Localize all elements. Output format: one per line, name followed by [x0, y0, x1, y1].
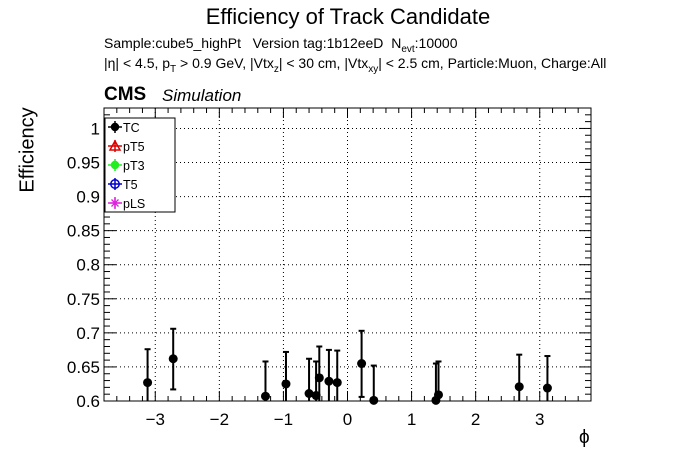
- data-point: [514, 353, 524, 401]
- x-tick-label: 0: [343, 410, 352, 429]
- data-point: [304, 357, 314, 401]
- x-tick-label: 3: [535, 410, 544, 429]
- data-point: [168, 327, 178, 391]
- y-tick-label: 0.9: [76, 188, 100, 207]
- data-point: [143, 348, 153, 401]
- y-tick-label: 1: [91, 119, 100, 138]
- axis-layer: −3 −2 −1 0 1 2 3 0.6 0.65 0.7 0.75 0.8 0.85 0.9 0.95 1: [67, 107, 592, 429]
- marker-circle: [168, 354, 178, 364]
- y-tick-label: 0.75: [67, 290, 100, 309]
- marker-circle: [433, 390, 443, 400]
- x-tick-label: −2: [210, 410, 229, 429]
- marker-circle: [314, 373, 324, 383]
- x-axis-label: ϕ: [579, 427, 590, 448]
- y-tick-label: 0.65: [67, 358, 100, 377]
- marker-circle: [281, 379, 291, 389]
- marker-circle: [304, 389, 314, 399]
- marker-circle: [542, 383, 552, 393]
- x-tick-label: 2: [471, 410, 480, 429]
- chart-title: Efficiency of Track Candidate: [205, 4, 491, 29]
- marker-circle: [369, 395, 379, 405]
- marker-circle: [260, 391, 270, 401]
- marker-circle: [357, 359, 367, 369]
- legend-marker-open-circle: [110, 179, 120, 189]
- data-layer: [143, 327, 552, 405]
- data-point: [260, 360, 270, 401]
- data-point: [332, 349, 342, 401]
- y-tick-label: 0.95: [67, 154, 100, 173]
- marker-circle: [324, 376, 334, 386]
- legend-label: pT3: [123, 159, 145, 173]
- data-point: [357, 329, 367, 398]
- marker-circle: [143, 378, 153, 388]
- y-tick-label: 0.85: [67, 222, 100, 241]
- chart-subtitle-cuts: |η| < 4.5, pT > 0.9 GeV, |Vtxz| < 30 cm,…: [104, 55, 607, 75]
- marker-circle: [332, 378, 342, 388]
- legend-entry: pT3: [108, 159, 145, 173]
- data-point: [281, 350, 291, 401]
- y-tick-label: 0.6: [76, 392, 100, 411]
- legend-entry: pLS: [108, 197, 145, 211]
- data-point: [314, 345, 324, 401]
- legend-label: T5: [123, 178, 138, 192]
- y-tick-label: 0.7: [76, 324, 100, 343]
- simulation-label: Simulation: [162, 86, 242, 105]
- legend: TC pT5 pT3 T5 pLS: [104, 117, 176, 213]
- y-tick-label: 0.8: [76, 256, 100, 275]
- x-tick-label: 1: [407, 410, 416, 429]
- data-point: [433, 360, 443, 401]
- legend-marker-circle: [110, 160, 120, 170]
- legend-label: pT5: [123, 140, 145, 154]
- chart-subtitle-sample: Sample:cube5_highPt Version tag:1b12eeD …: [104, 35, 458, 55]
- legend-marker-triangle: [108, 139, 122, 151]
- data-point: [324, 348, 334, 401]
- legend-label: pLS: [123, 197, 145, 211]
- legend-entry: pT5: [108, 139, 145, 154]
- legend-marker-circle: [110, 122, 120, 132]
- legend-entry: TC: [108, 121, 140, 135]
- x-tick-label: −3: [146, 410, 165, 429]
- legend-marker-star: [110, 198, 120, 208]
- marker-circle: [514, 382, 524, 392]
- legend-label: TC: [123, 121, 140, 135]
- x-tick-label: −1: [274, 410, 293, 429]
- cms-label: CMS: [104, 84, 147, 105]
- legend-entry: T5: [108, 178, 138, 192]
- data-point: [542, 355, 552, 401]
- data-point: [369, 364, 379, 405]
